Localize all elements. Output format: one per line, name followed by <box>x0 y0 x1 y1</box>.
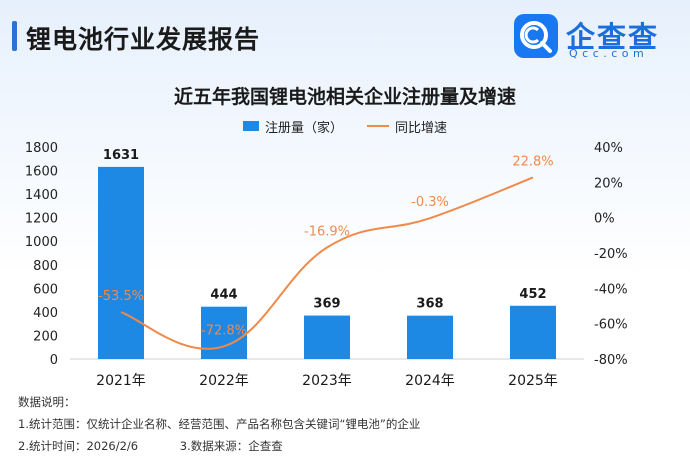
chart-legend: 注册量（家） 同比增速 <box>0 116 690 136</box>
growth-value-label: -72.8% <box>201 323 247 338</box>
growth-value-label: 22.8% <box>512 154 553 169</box>
growth-value-label: -53.5% <box>98 289 144 304</box>
header-accent-bar <box>12 21 17 51</box>
notes-source: 3.数据来源：企查查 <box>179 439 283 453</box>
chart-title: 近五年我国锂电池相关企业注册量及增速 <box>173 86 516 108</box>
y-right-tick-label: -60% <box>594 318 628 333</box>
brand-domain: Qcc.com <box>569 47 649 60</box>
x-category-label: 2021年 <box>96 373 146 389</box>
y-left-tick-label: 1800 <box>25 141 58 156</box>
x-category-label: 2025年 <box>508 373 558 389</box>
notes-row: 2.统计时间：2026/2/6 3.数据来源：企查查 <box>18 435 420 457</box>
legend-item-registrations: 注册量（家） <box>242 117 343 136</box>
y-right-tick-label: 20% <box>594 176 623 191</box>
y-right-tick-label: -20% <box>594 247 628 262</box>
report-title: 锂电池行业发展报告 <box>26 25 261 54</box>
bar-value-label: 369 <box>313 297 340 312</box>
y-right-tick-label: 40% <box>594 141 623 156</box>
x-category-label: 2024年 <box>405 373 455 389</box>
data-notes: 数据说明： 1.统计范围：仅统计企业名称、经营范围、产品名称包含关键词“锂电池”… <box>18 391 420 457</box>
legend-label-growth: 同比增速 <box>395 120 448 136</box>
bar-registrations-0 <box>98 166 144 359</box>
x-category-label: 2022年 <box>199 373 249 389</box>
bar-registrations-1 <box>201 306 247 359</box>
y-left-tick-label: 1200 <box>25 212 58 227</box>
growth-rate-line <box>120 176 534 350</box>
legend-label-registrations: 注册量（家） <box>264 120 343 136</box>
y-left-tick-label: 800 <box>33 259 58 274</box>
report-header: 锂电池行业发展报告 企查查 Qcc.com <box>0 0 690 72</box>
bar-value-label: 368 <box>416 297 443 312</box>
notes-time: 2.统计时间：2026/2/6 <box>18 439 139 453</box>
y-right-tick-label: 0% <box>594 212 615 227</box>
y-left-tick-label: 1400 <box>25 188 58 203</box>
qcc-logo-icon <box>514 14 558 58</box>
growth-value-label: -16.9% <box>304 225 350 240</box>
bar-value-label: 444 <box>210 288 237 303</box>
y-left-tick-label: 1000 <box>25 235 58 250</box>
x-category-label: 2023年 <box>302 373 352 389</box>
legend-item-growth: 同比增速 <box>367 117 447 136</box>
legend-bar-swatch <box>242 121 259 131</box>
y-right-tick-label: -40% <box>594 282 628 297</box>
brand-logo: 企查查 Qcc.com <box>514 14 674 62</box>
bar-value-label: 1631 <box>103 148 139 163</box>
notes-heading: 数据说明： <box>18 395 76 409</box>
bar-registrations-2 <box>304 315 350 359</box>
bar-registrations-4 <box>510 305 556 359</box>
y-right-tick-label: -80% <box>594 353 628 368</box>
y-left-tick-label: 200 <box>33 329 58 344</box>
y-left-tick-label: 0 <box>50 353 58 368</box>
bar-registrations-3 <box>407 315 453 359</box>
y-left-tick-label: 600 <box>33 282 58 297</box>
y-left-tick-label: 400 <box>33 306 58 321</box>
combo-chart: 0 200 400 600 800 1000 1200 1400 1600 1800 -80% -60… <box>25 141 628 389</box>
notes-scope: 1.统计范围：仅统计企业名称、经营范围、产品名称包含关键词“锂电池”的企业 <box>18 417 421 431</box>
bar-value-label: 452 <box>519 287 546 302</box>
brand-name: 企查查 <box>566 20 660 54</box>
growth-value-label: -0.3% <box>411 195 449 210</box>
legend-line-swatch <box>367 125 389 127</box>
y-left-tick-label: 1600 <box>25 165 58 180</box>
